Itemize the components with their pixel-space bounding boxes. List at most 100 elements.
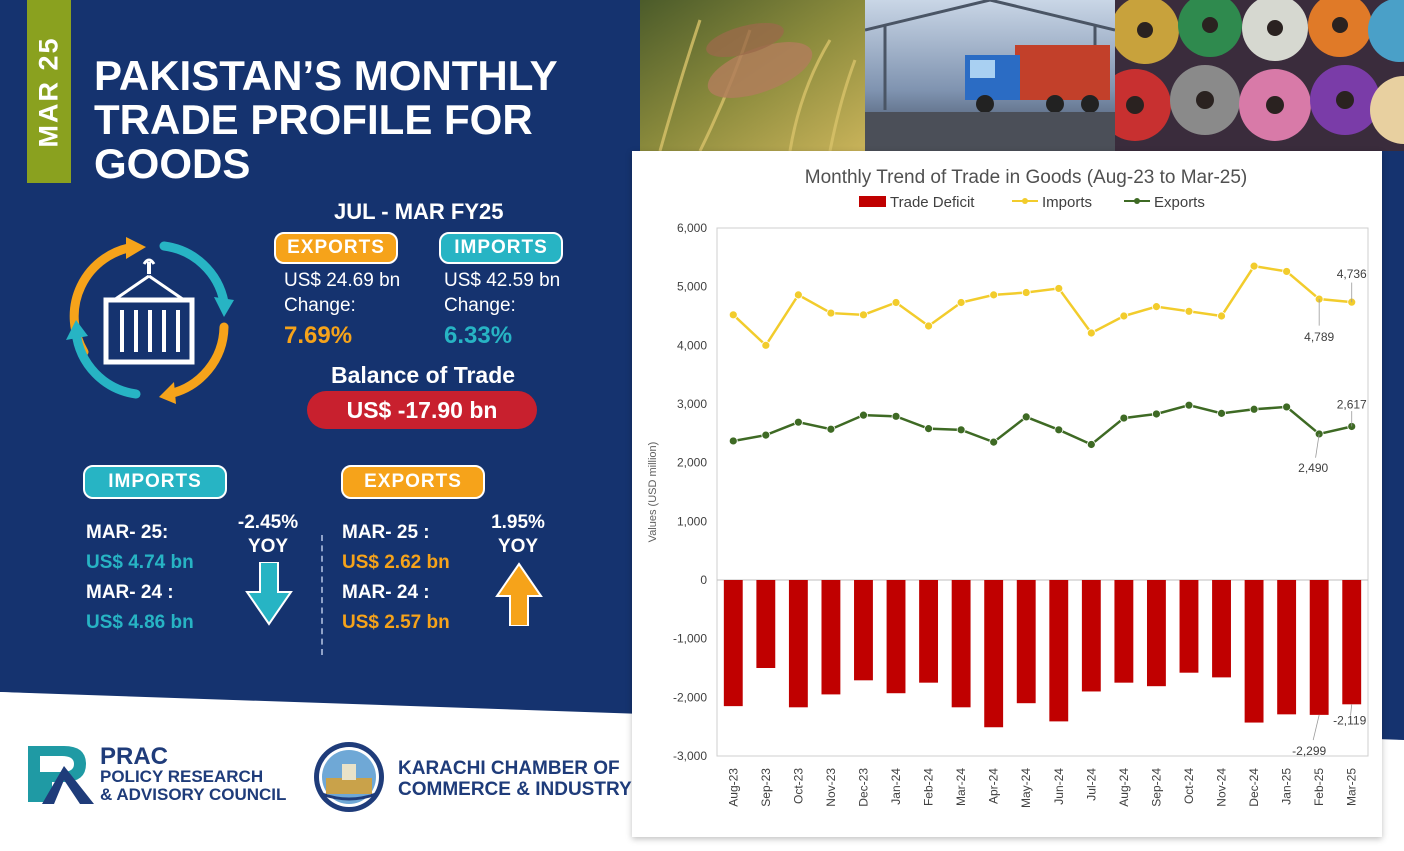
balance-of-trade-value: US$ -17.90 bn (346, 396, 498, 423)
deficit-bar (821, 580, 841, 695)
exports-point (1217, 408, 1226, 418)
x-tick-label: Jul-24 (1084, 768, 1098, 801)
y-tick-label: 1,000 (677, 514, 707, 528)
exports-point (1282, 402, 1292, 412)
y-tick-label: 2,000 (677, 456, 707, 470)
exports-point (761, 430, 771, 440)
kcci-name-line-2: COMMERCE & INDUSTRY (398, 779, 632, 800)
imports-point (1086, 328, 1096, 338)
imports-previous-label: MAR- 24 : (86, 582, 174, 603)
arrow-down-icon (245, 562, 293, 626)
data-label: 4,736 (1337, 267, 1367, 281)
x-tick-label: Feb-24 (922, 768, 936, 806)
data-label-leader (1315, 433, 1320, 458)
imports-pill-label: IMPORTS (454, 237, 548, 258)
x-tick-label: Dec-24 (1247, 768, 1261, 807)
deficit-bar (756, 580, 776, 668)
imports-point (1119, 311, 1129, 321)
balance-of-trade-pill: US$ -17.90 bn (307, 391, 537, 429)
imports-point (1282, 267, 1292, 276)
exports-previous-value: US$ 2.57 bn (342, 612, 450, 633)
y-tick-label: -2,000 (673, 690, 707, 704)
imports-change-label: Change: (444, 295, 516, 316)
exports-total: US$ 24.69 bn (284, 270, 401, 291)
y-tick-label: -1,000 (673, 632, 707, 646)
imports-point (728, 310, 738, 320)
x-tick-label: Sep-23 (759, 768, 773, 807)
trade-chart: Monthly Trend of Trade in Goods (Aug-23 … (647, 167, 1369, 808)
exports-point (1184, 400, 1194, 410)
period-label: JUL - MAR FY25 (334, 199, 504, 224)
chart-card: Monthly Trend of Trade in Goods (Aug-23 … (632, 151, 1382, 837)
imports-previous-value: US$ 4.86 bn (86, 612, 194, 633)
deficit-bar (854, 580, 873, 681)
exports-change-value: 7.69% (284, 322, 353, 349)
kcci-seal-icon (314, 742, 384, 812)
x-tick-label: Apr-24 (987, 768, 1001, 804)
deficit-bar (984, 580, 1004, 728)
imports-current-value: US$ 4.74 bn (86, 552, 194, 573)
exports-point (1119, 413, 1129, 423)
legend-marker-imports (1022, 198, 1028, 204)
x-tick-label: Feb-25 (1312, 768, 1326, 806)
y-tick-label: 6,000 (677, 221, 707, 235)
exports-point (1086, 440, 1096, 449)
exports-change-label: Change: (284, 295, 356, 316)
deficit-bar (919, 580, 939, 683)
data-label-leader (1312, 714, 1320, 741)
x-tick-label: Mar-25 (1345, 768, 1359, 806)
monthly-imports-pill-label: IMPORTS (108, 471, 202, 492)
imports-pill: IMPORTS (439, 232, 563, 264)
imports-current-label: MAR- 25: (86, 522, 169, 543)
container-cycle-icon (66, 237, 234, 404)
exports-pill-label: EXPORTS (287, 237, 385, 258)
title-line-2: TRADE PROFILE FOR (94, 96, 533, 143)
legend-deficit-label: Trade Deficit (890, 194, 975, 211)
prac-logo-icon (28, 746, 94, 804)
textile-rolls-photo (1115, 0, 1404, 151)
monthly-exports-pill-label: EXPORTS (364, 471, 462, 492)
legend-marker-exports (1134, 198, 1140, 204)
rice-harvest-photo (640, 0, 865, 151)
deficit-bar (1342, 580, 1362, 705)
imports-point (761, 340, 771, 350)
page-title: PAKISTAN’S MONTHLY TRADE PROFILE FOR GOO… (94, 54, 614, 186)
x-tick-label: Nov-24 (1215, 768, 1229, 807)
exports-point (1152, 409, 1161, 419)
prac-name-line-1: POLICY RESEARCH (100, 767, 264, 786)
x-tick-label: Oct-24 (1182, 768, 1196, 804)
x-tick-label: Jun-24 (1052, 768, 1066, 805)
data-label: 2,490 (1298, 461, 1328, 475)
deficit-bar (1146, 580, 1166, 687)
x-tick-label: Mar-24 (954, 768, 968, 806)
imports-point (1184, 306, 1194, 316)
exports-point (1021, 412, 1031, 422)
x-tick-label: Nov-23 (824, 768, 838, 807)
imports-yoy-label: YOY (247, 536, 289, 557)
imports-change-value: 6.33% (444, 322, 513, 349)
exports-point (859, 410, 868, 420)
imports-point (989, 290, 999, 300)
exports-previous-label: MAR- 24 : (342, 582, 430, 603)
imports-line (732, 264, 1352, 348)
imports-point (1021, 288, 1031, 297)
y-tick-label: 3,000 (677, 397, 707, 411)
data-label: 2,617 (1337, 397, 1367, 411)
imports-yoy: -2.45% YOY (228, 511, 308, 559)
imports-yoy-pct: -2.45% (237, 512, 299, 533)
deficit-bar (788, 580, 808, 708)
truck-photo (865, 0, 1115, 151)
exports-point (989, 437, 999, 447)
deficit-bar (1212, 580, 1231, 678)
imports-point (1217, 311, 1226, 321)
exports-line (733, 403, 1353, 446)
data-label: -2,299 (1292, 744, 1326, 758)
title-line-1: PAKISTAN’S MONTHLY (94, 52, 558, 99)
imports-point (924, 321, 933, 331)
monthly-imports-pill: IMPORTS (83, 465, 227, 499)
chart-title: Monthly Trend of Trade in Goods (Aug-23 … (805, 167, 1248, 188)
plot-frame (716, 227, 1369, 757)
date-tag-text: MAR 25 (33, 35, 64, 148)
imports-total: US$ 42.59 bn (444, 270, 561, 291)
deficit-bar (1114, 580, 1134, 683)
